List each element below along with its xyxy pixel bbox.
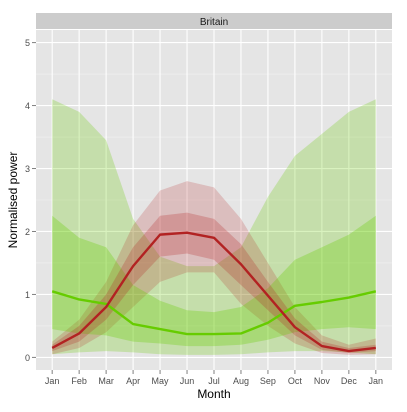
x-tick-label: Oct — [288, 376, 303, 386]
y-tick-label: 5 — [25, 38, 30, 48]
panel-title: Britain — [200, 17, 228, 28]
x-tick-label: Aug — [233, 376, 249, 386]
series-lines — [51, 231, 377, 353]
grid — [36, 30, 392, 370]
y-tick-label: 2 — [25, 227, 30, 237]
y-axis-ticks: 0 1 2 3 4 5 — [25, 38, 36, 363]
x-tick-label: Mar — [98, 376, 114, 386]
y-tick-label: 1 — [25, 290, 30, 300]
green-inner-band — [52, 215, 376, 347]
red-inner-band — [52, 212, 376, 353]
red-outer-band — [52, 181, 376, 355]
x-tick-label: Jun — [180, 376, 195, 386]
x-tick-label: Sep — [260, 376, 276, 386]
y-tick-label: 4 — [25, 101, 30, 111]
strip-background — [36, 13, 392, 29]
y-tick-label: 0 — [25, 353, 30, 363]
x-tick-label: Jan — [45, 376, 60, 386]
x-tick-label: Jan — [369, 376, 384, 386]
confidence-bands — [52, 99, 376, 355]
x-tick-label: Apr — [126, 376, 140, 386]
red-mean-line — [51, 231, 376, 353]
x-tick-label: May — [152, 376, 170, 386]
x-tick-label: Feb — [71, 376, 87, 386]
green-mean-line — [51, 290, 377, 336]
green-outer-band — [52, 99, 376, 355]
x-tick-label: Nov — [314, 376, 331, 386]
x-axis-label: Month — [197, 387, 230, 401]
x-tick-label: Jul — [208, 376, 220, 386]
x-axis-ticks: Jan Feb Mar Apr May Jun Jul Aug Sep Oct Nov Dec Jan — [45, 370, 383, 386]
x-tick-label: Dec — [341, 376, 358, 386]
y-axis-label: Normalised power — [6, 152, 20, 249]
y-tick-label: 3 — [25, 164, 30, 174]
